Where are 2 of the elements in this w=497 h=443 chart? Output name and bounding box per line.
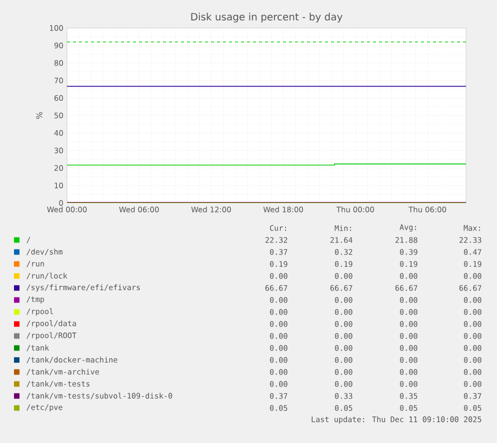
y-axis-title: % [36,112,42,119]
chart-title: Disk usage in percent - by day [191,12,342,22]
